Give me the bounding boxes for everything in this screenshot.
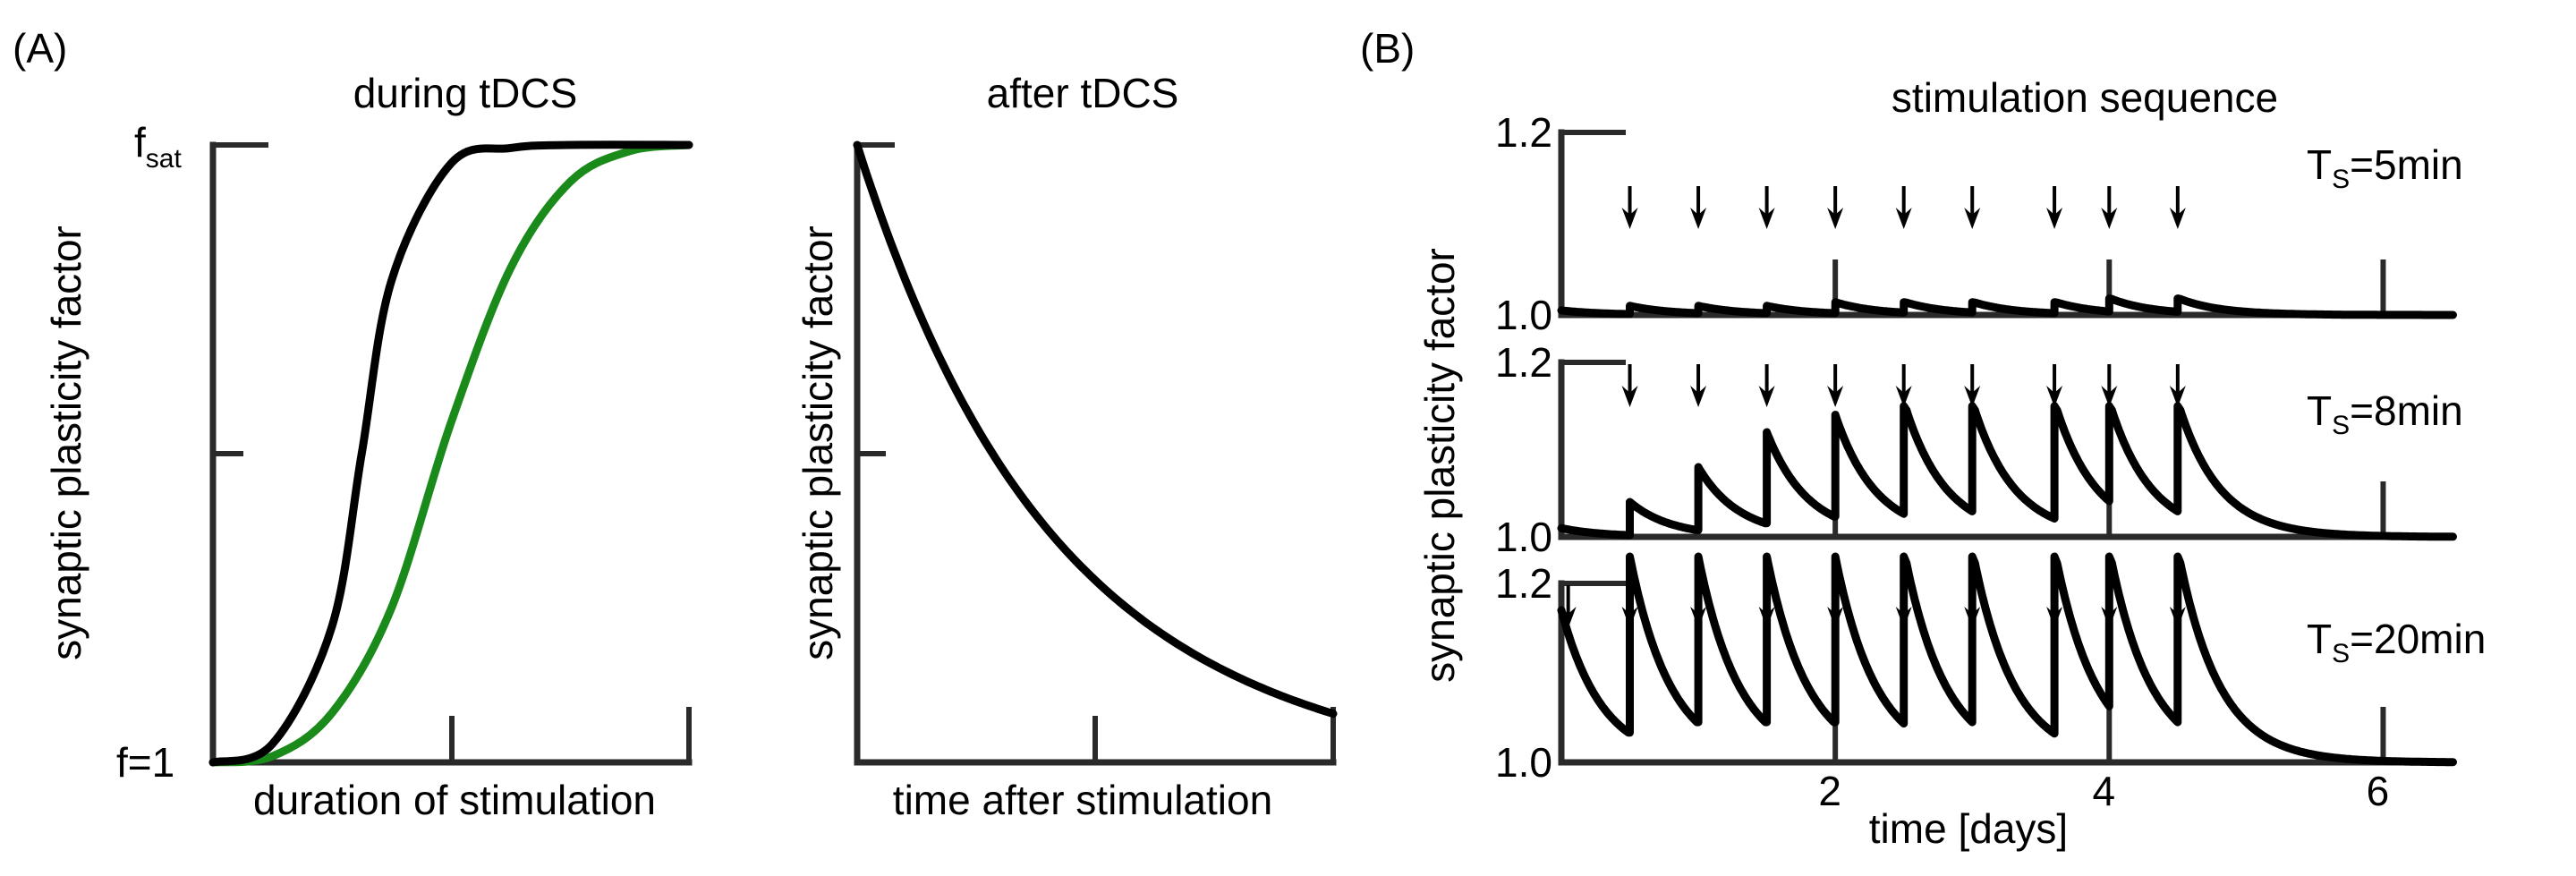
- row-2-arrow-5-head: [1895, 607, 1912, 628]
- panel-b-stimulation-arrows: [1560, 186, 2186, 628]
- during-series-green-line: [208, 140, 693, 767]
- row-2-ts-label: TS=20min: [2307, 616, 2486, 668]
- during-series-black-line: [208, 140, 693, 767]
- row-2-arrow-6-head: [1964, 607, 1981, 628]
- row-0-arrow-0-head: [1621, 208, 1638, 229]
- row-1-arrow-5-head: [1964, 386, 1981, 407]
- row-2-arrow-2-head: [1690, 607, 1707, 628]
- row-2-y-top-label: 1.2: [1495, 560, 1552, 607]
- row-0-arrow-8-head: [2169, 208, 2186, 229]
- row-1-ts-label: TS=8min: [2307, 387, 2463, 440]
- row-2-arrow-1-head: [1621, 607, 1638, 628]
- after-series-line: [853, 140, 1338, 719]
- x-tick-label-4: 4: [2093, 768, 2116, 814]
- panel-a-label: (A): [13, 25, 67, 72]
- row-0-response-line: [1557, 294, 2457, 319]
- row-2-arrow-8-head: [2101, 607, 2118, 628]
- after-tdcs-title: after tDCS: [987, 70, 1179, 116]
- row-0-arrow-2-head: [1758, 208, 1775, 229]
- row-2-arrow-7-head: [2046, 607, 2063, 628]
- row-1-y-bottom-label: 1.0: [1495, 514, 1552, 560]
- during-tdcs-title: during tDCS: [353, 70, 578, 116]
- row-0-ts-label: TS=5min: [2307, 141, 2463, 194]
- row-2-arrow-9-head: [2169, 607, 2186, 628]
- row-2-response-line: [1557, 552, 2457, 767]
- row-1-arrow-8-head: [2169, 386, 2186, 407]
- stimulation-sequence-title: stimulation sequence: [1892, 74, 2278, 121]
- row-0-arrow-1-head: [1690, 208, 1707, 229]
- during-tdcs-xlabel: duration of stimulation: [253, 777, 656, 823]
- row-1-arrow-2-head: [1758, 386, 1775, 407]
- row-2-arrow-0-head: [1560, 607, 1577, 628]
- y-tick-f1: f=1: [116, 739, 174, 786]
- row-0-arrow-4-head: [1895, 208, 1912, 229]
- row-2-arrow-3-head: [1758, 607, 1775, 628]
- row-0-arrow-7-head: [2101, 208, 2118, 229]
- row-0-arrow-5-head: [1964, 208, 1981, 229]
- after-tdcs-plot: after tDCS synaptic plasticity factor ti…: [795, 70, 1338, 823]
- during-tdcs-ylabel: synaptic plasticity factor: [43, 225, 89, 660]
- panel-b-curves: [1557, 294, 2457, 767]
- row-1-y-top-label: 1.2: [1495, 339, 1552, 386]
- row-1-arrow-3-head: [1827, 386, 1844, 407]
- row-0-y-top-label: 1.2: [1495, 109, 1552, 156]
- y-tick-fsat: fsat: [134, 119, 182, 174]
- after-tdcs-ylabel: synaptic plasticity factor: [795, 225, 841, 660]
- panel-b-label: (B): [1360, 25, 1415, 72]
- row-1-arrow-1-head: [1690, 386, 1707, 407]
- x-tick-label-2: 2: [1818, 768, 1841, 814]
- panel-b-xlabel: time [days]: [1869, 805, 2068, 852]
- row-2-arrow-4-head: [1827, 607, 1844, 628]
- panel-b-labels: 1.21.0TS=5min1.21.0TS=8min1.21.0TS=20min…: [1495, 109, 2486, 814]
- row-1-arrow-6-head: [2046, 386, 2063, 407]
- panel-b-ylabel: synaptic plasticity factor: [1416, 248, 1463, 683]
- row-1-response-line: [1557, 402, 2457, 541]
- after-tdcs-xlabel: time after stimulation: [893, 777, 1272, 823]
- x-tick-label-6: 6: [2367, 768, 2390, 814]
- row-2-y-bottom-label: 1.0: [1495, 739, 1552, 786]
- row-1-arrow-0-head: [1621, 386, 1638, 407]
- row-0-arrow-6-head: [2046, 208, 2063, 229]
- row-0-y-bottom-label: 1.0: [1495, 292, 1552, 338]
- during-tdcs-plot: during tDCS synaptic plasticity factor d…: [43, 70, 693, 823]
- row-0-arrow-3-head: [1827, 208, 1844, 229]
- row-1-arrow-7-head: [2101, 386, 2118, 407]
- row-1-arrow-4-head: [1895, 386, 1912, 407]
